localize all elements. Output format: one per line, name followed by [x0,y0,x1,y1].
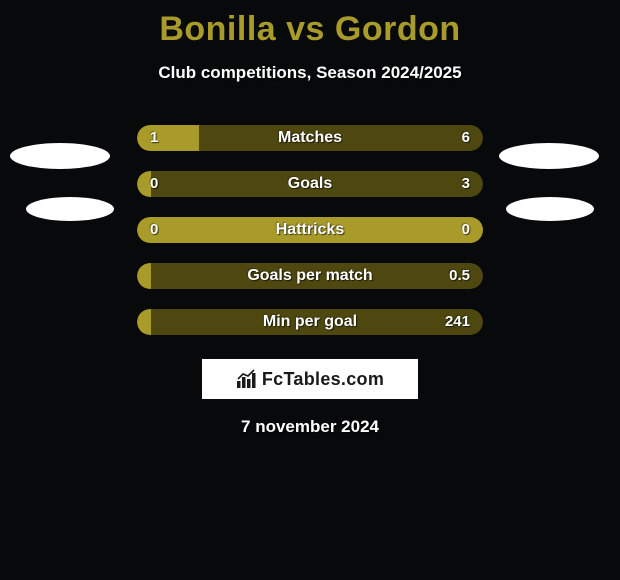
comparison-chart: 1 Matches 6 0 Goals 3 0 Hattricks 0 Goal… [0,115,620,437]
source-logo: FcTables.com [202,359,418,399]
page-title: Bonilla vs Gordon [0,0,620,49]
stat-row: 0 Goals 3 [0,161,620,207]
stat-value-right: 6 [462,125,470,151]
stat-label: Hattricks [137,217,483,243]
barchart-icon [236,369,258,389]
stat-row: 1 Matches 6 [0,115,620,161]
page-subtitle: Club competitions, Season 2024/2025 [0,63,620,83]
stat-label: Goals [137,171,483,197]
stat-label: Min per goal [137,309,483,335]
stat-label: Matches [137,125,483,151]
snapshot-date: 7 november 2024 [0,417,620,437]
stat-value-right: 0 [462,217,470,243]
stat-label: Goals per match [137,263,483,289]
stat-row: Goals per match 0.5 [0,253,620,299]
stat-value-right: 3 [462,171,470,197]
logo-inner: FcTables.com [236,369,384,390]
stat-value-right: 0.5 [449,263,470,289]
stat-value-right: 241 [445,309,470,335]
stat-row: 0 Hattricks 0 [0,207,620,253]
logo-text: FcTables.com [262,369,384,390]
stat-row: Min per goal 241 [0,299,620,345]
